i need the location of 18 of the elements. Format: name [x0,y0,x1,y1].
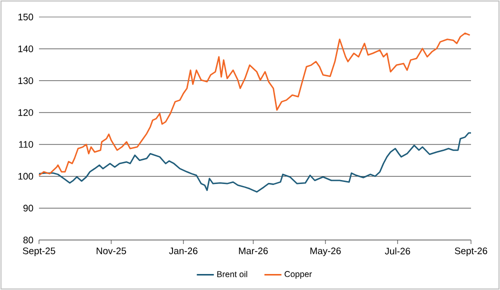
y-tick-label: 90 [23,204,34,212]
y-tick-label: 150 [18,14,34,20]
y-tick-label: 140 [18,46,34,52]
y-tick-label: 110 [19,141,34,148]
x-tick-label: Jan-26 [169,248,198,254]
y-tick-label: 80 [23,236,34,244]
y-tick-label: 130 [18,77,34,84]
x-tick-label: Nov-25 [96,248,126,254]
x-tick-label: Mar-26 [239,248,268,254]
x-tick-label: Sept-25 [22,248,56,256]
y-tick-label: 100 [18,172,34,180]
line-series [38,32,471,176]
y-tick-label: 120 [18,109,34,116]
x-tick-label: Sept-26 [454,248,488,256]
legend-label: Copper [284,271,312,279]
legend-label: Brent oil [217,270,248,278]
x-tick-label: Jul-26 [384,248,410,254]
x-tick-label: May-26 [310,248,341,256]
